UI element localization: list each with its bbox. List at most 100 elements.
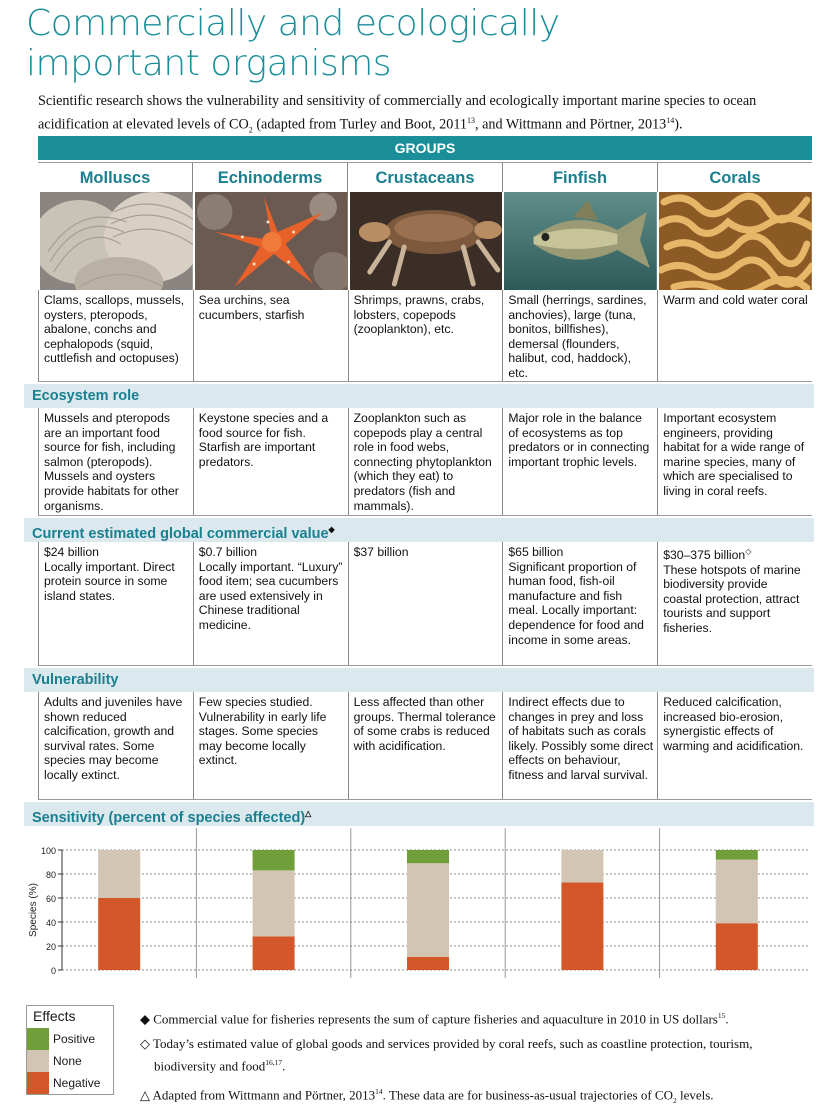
intro-text-b: (adapted from Turley and Boot, 2011: [252, 116, 467, 133]
page-title: Commercially and ecologically important …: [26, 4, 806, 84]
legend-title: Effects: [33, 1008, 76, 1024]
section-vulnerability: Vulnerability: [24, 668, 814, 692]
section-sensitivity-label: Sensitivity (percent of species affected…: [32, 809, 306, 826]
value-crustaceans: $37 billion: [347, 542, 503, 665]
intro-paragraph: Scientific research shows the vulnerabil…: [38, 92, 808, 140]
vulnerability-echinoderms: Few species studied. Vulnerability in ea…: [192, 692, 348, 799]
bar-none-corals: [715, 859, 758, 924]
legend-item-negative: Negative: [27, 1072, 113, 1094]
legend-label-positive: Positive: [53, 1032, 96, 1046]
group-name-echinoderms: Echinoderms: [192, 163, 347, 193]
ecosystem-molluscs: Mussels and pteropods are an important f…: [38, 408, 193, 515]
footnote-mark: ◇: [140, 1036, 150, 1052]
footnote-end: levels.: [676, 1086, 714, 1102]
footnote-coral-value: ◇ Today’s estimated value of global good…: [140, 1034, 808, 1075]
bar-negative-echinoderms: [252, 936, 295, 970]
value-echinoderms: $0.7 billion Locally important. “Luxury” …: [192, 542, 348, 665]
intro-text-a: Scientific research shows the vulnerabil…: [38, 93, 757, 133]
section-commercial-value: Current estimated global commercial valu…: [24, 518, 814, 542]
value-row: $24 billion Locally important. Direct pro…: [38, 542, 812, 666]
y-tick-label: 100: [41, 846, 56, 856]
footnote-sub: 2: [672, 1095, 677, 1105]
vulnerability-corals: Reduced calcification, increased bio-ero…: [657, 692, 812, 799]
effects-legend: Effects Positive None Negative: [26, 1005, 114, 1095]
legend-item-positive: Positive: [27, 1028, 113, 1050]
description-echinoderms: Sea urchins, sea cucumbers, starfish: [192, 290, 348, 381]
legend-label-none: None: [53, 1054, 82, 1068]
sensitivity-chart: 0 20 40 60 80 100 Species (%): [24, 828, 814, 978]
y-tick-label: 40: [46, 918, 56, 928]
bar-negative-molluscs: [98, 898, 141, 970]
sensitivity-footnote-mark: △: [305, 809, 312, 818]
bar-negative-finfish: [561, 882, 604, 970]
ecosystem-crustaceans: Zooplankton such as copepods play a cent…: [347, 408, 503, 515]
value-finfish: $65 billion Significant proportion of hum…: [502, 542, 657, 665]
value-molluscs: $24 billion Locally important. Direct pro…: [38, 542, 193, 665]
section-sensitivity: Sensitivity (percent of species affected…: [24, 802, 814, 826]
footnote-mark: ◆: [140, 1011, 150, 1027]
brain-coral-image: [657, 192, 812, 290]
footnote-ref: 15: [717, 1011, 726, 1020]
clam-shells-image: [38, 192, 193, 290]
value-text: These hotspots of marine biodiversity pr…: [663, 562, 801, 636]
description-row: Clams, scallops, mussels, oysters, ptero…: [38, 290, 812, 382]
group-name-molluscs: Molluscs: [79, 169, 151, 187]
footnote-ref: 14: [375, 1086, 383, 1096]
bar-negative-crustaceans: [407, 956, 449, 970]
footnote-mark: △: [140, 1086, 150, 1102]
fish-image: [502, 192, 658, 290]
legend-label-negative: Negative: [53, 1076, 101, 1090]
footnote-text: Adapted from Wittmann and Pörtner, 2013: [150, 1086, 376, 1102]
description-corals: Warm and cold water coral: [657, 290, 812, 381]
value-amount: $0.7 billion: [198, 545, 258, 559]
intro-text-c: , and Wittmann and Pörtner, 2013: [475, 116, 667, 133]
group-name-crustaceans: Crustaceans: [347, 163, 502, 193]
y-axis-label: Species (%): [28, 883, 39, 937]
ecosystem-finfish: Major role in the balance of ecosystems …: [502, 408, 657, 515]
y-tick-label: 20: [46, 942, 56, 952]
value-amount: $65 billion: [508, 545, 564, 559]
value-amount-text: $30–375 billion: [663, 548, 746, 563]
section-ecosystem-role: Ecosystem role: [24, 384, 814, 408]
bar-none-molluscs: [98, 850, 141, 898]
vulnerability-finfish: Indirect effects due to changes in prey …: [502, 692, 657, 799]
legend-swatch-none: [27, 1050, 49, 1072]
description-finfish: Small (herrings, sardines, anchovies), l…: [502, 290, 657, 381]
legend-item-none: None: [27, 1050, 113, 1072]
footnote-end: .: [282, 1058, 286, 1074]
intro-ref-14: 14: [666, 116, 675, 125]
footnote-text: Commercial value for fisheries represent…: [150, 1011, 718, 1027]
bar-none-crustaceans: [407, 863, 449, 957]
vulnerability-molluscs: Adults and juveniles have shown reduced …: [38, 692, 193, 799]
footnote-text: Today’s estimated value of global goods …: [150, 1036, 753, 1074]
crab-image: [347, 192, 503, 290]
footnote-sensitivity-source: △ Adapted from Wittmann and Pörtner, 201…: [140, 1082, 808, 1110]
legend-swatch-positive: [27, 1028, 49, 1050]
title-line-2: important organisms: [26, 43, 392, 84]
group-image-row: [38, 192, 812, 290]
title-line-1: Commercially and ecologically: [26, 3, 560, 44]
bar-negative-corals: [715, 923, 758, 970]
y-tick-label: 0: [51, 966, 56, 976]
value-text: Locally important. “Luxury” food item; s…: [198, 559, 343, 632]
value-amount: $37 billion: [353, 545, 409, 559]
footnotes: ◆ Commercial value for fisheries represe…: [140, 1006, 808, 1116]
ecosystem-row: Mussels and pteropods are an important f…: [38, 408, 812, 516]
y-tick-label: 60: [46, 894, 56, 904]
sensitivity-chart-svg: 0 20 40 60 80 100 Species (%): [28, 828, 810, 978]
group-name-row: Molluscs Echinoderms Crustaceans Finfish…: [38, 162, 812, 194]
footnote-end: .: [725, 1011, 729, 1027]
value-amount: $24 billion: [44, 545, 99, 559]
description-molluscs: Clams, scallops, mussels, oysters, ptero…: [38, 290, 193, 381]
legend-swatch-negative: [27, 1072, 49, 1094]
value-corals: $30–375 billion◇ These hotspots of marine…: [657, 542, 812, 665]
y-tick-label: 80: [46, 870, 56, 880]
vulnerability-crustaceans: Less affected than other groups. Thermal…: [347, 692, 503, 799]
starfish-image: [192, 192, 348, 290]
value-footnote-mark: ◆: [328, 525, 335, 534]
bar-positive-corals: [715, 850, 758, 860]
footnote-text-b: . These data are for business-as-usual t…: [382, 1086, 673, 1102]
bar-none-finfish: [561, 850, 604, 883]
intro-text-d: ).: [674, 116, 683, 133]
section-commercial-value-label: Current estimated global commercial valu…: [32, 525, 329, 542]
